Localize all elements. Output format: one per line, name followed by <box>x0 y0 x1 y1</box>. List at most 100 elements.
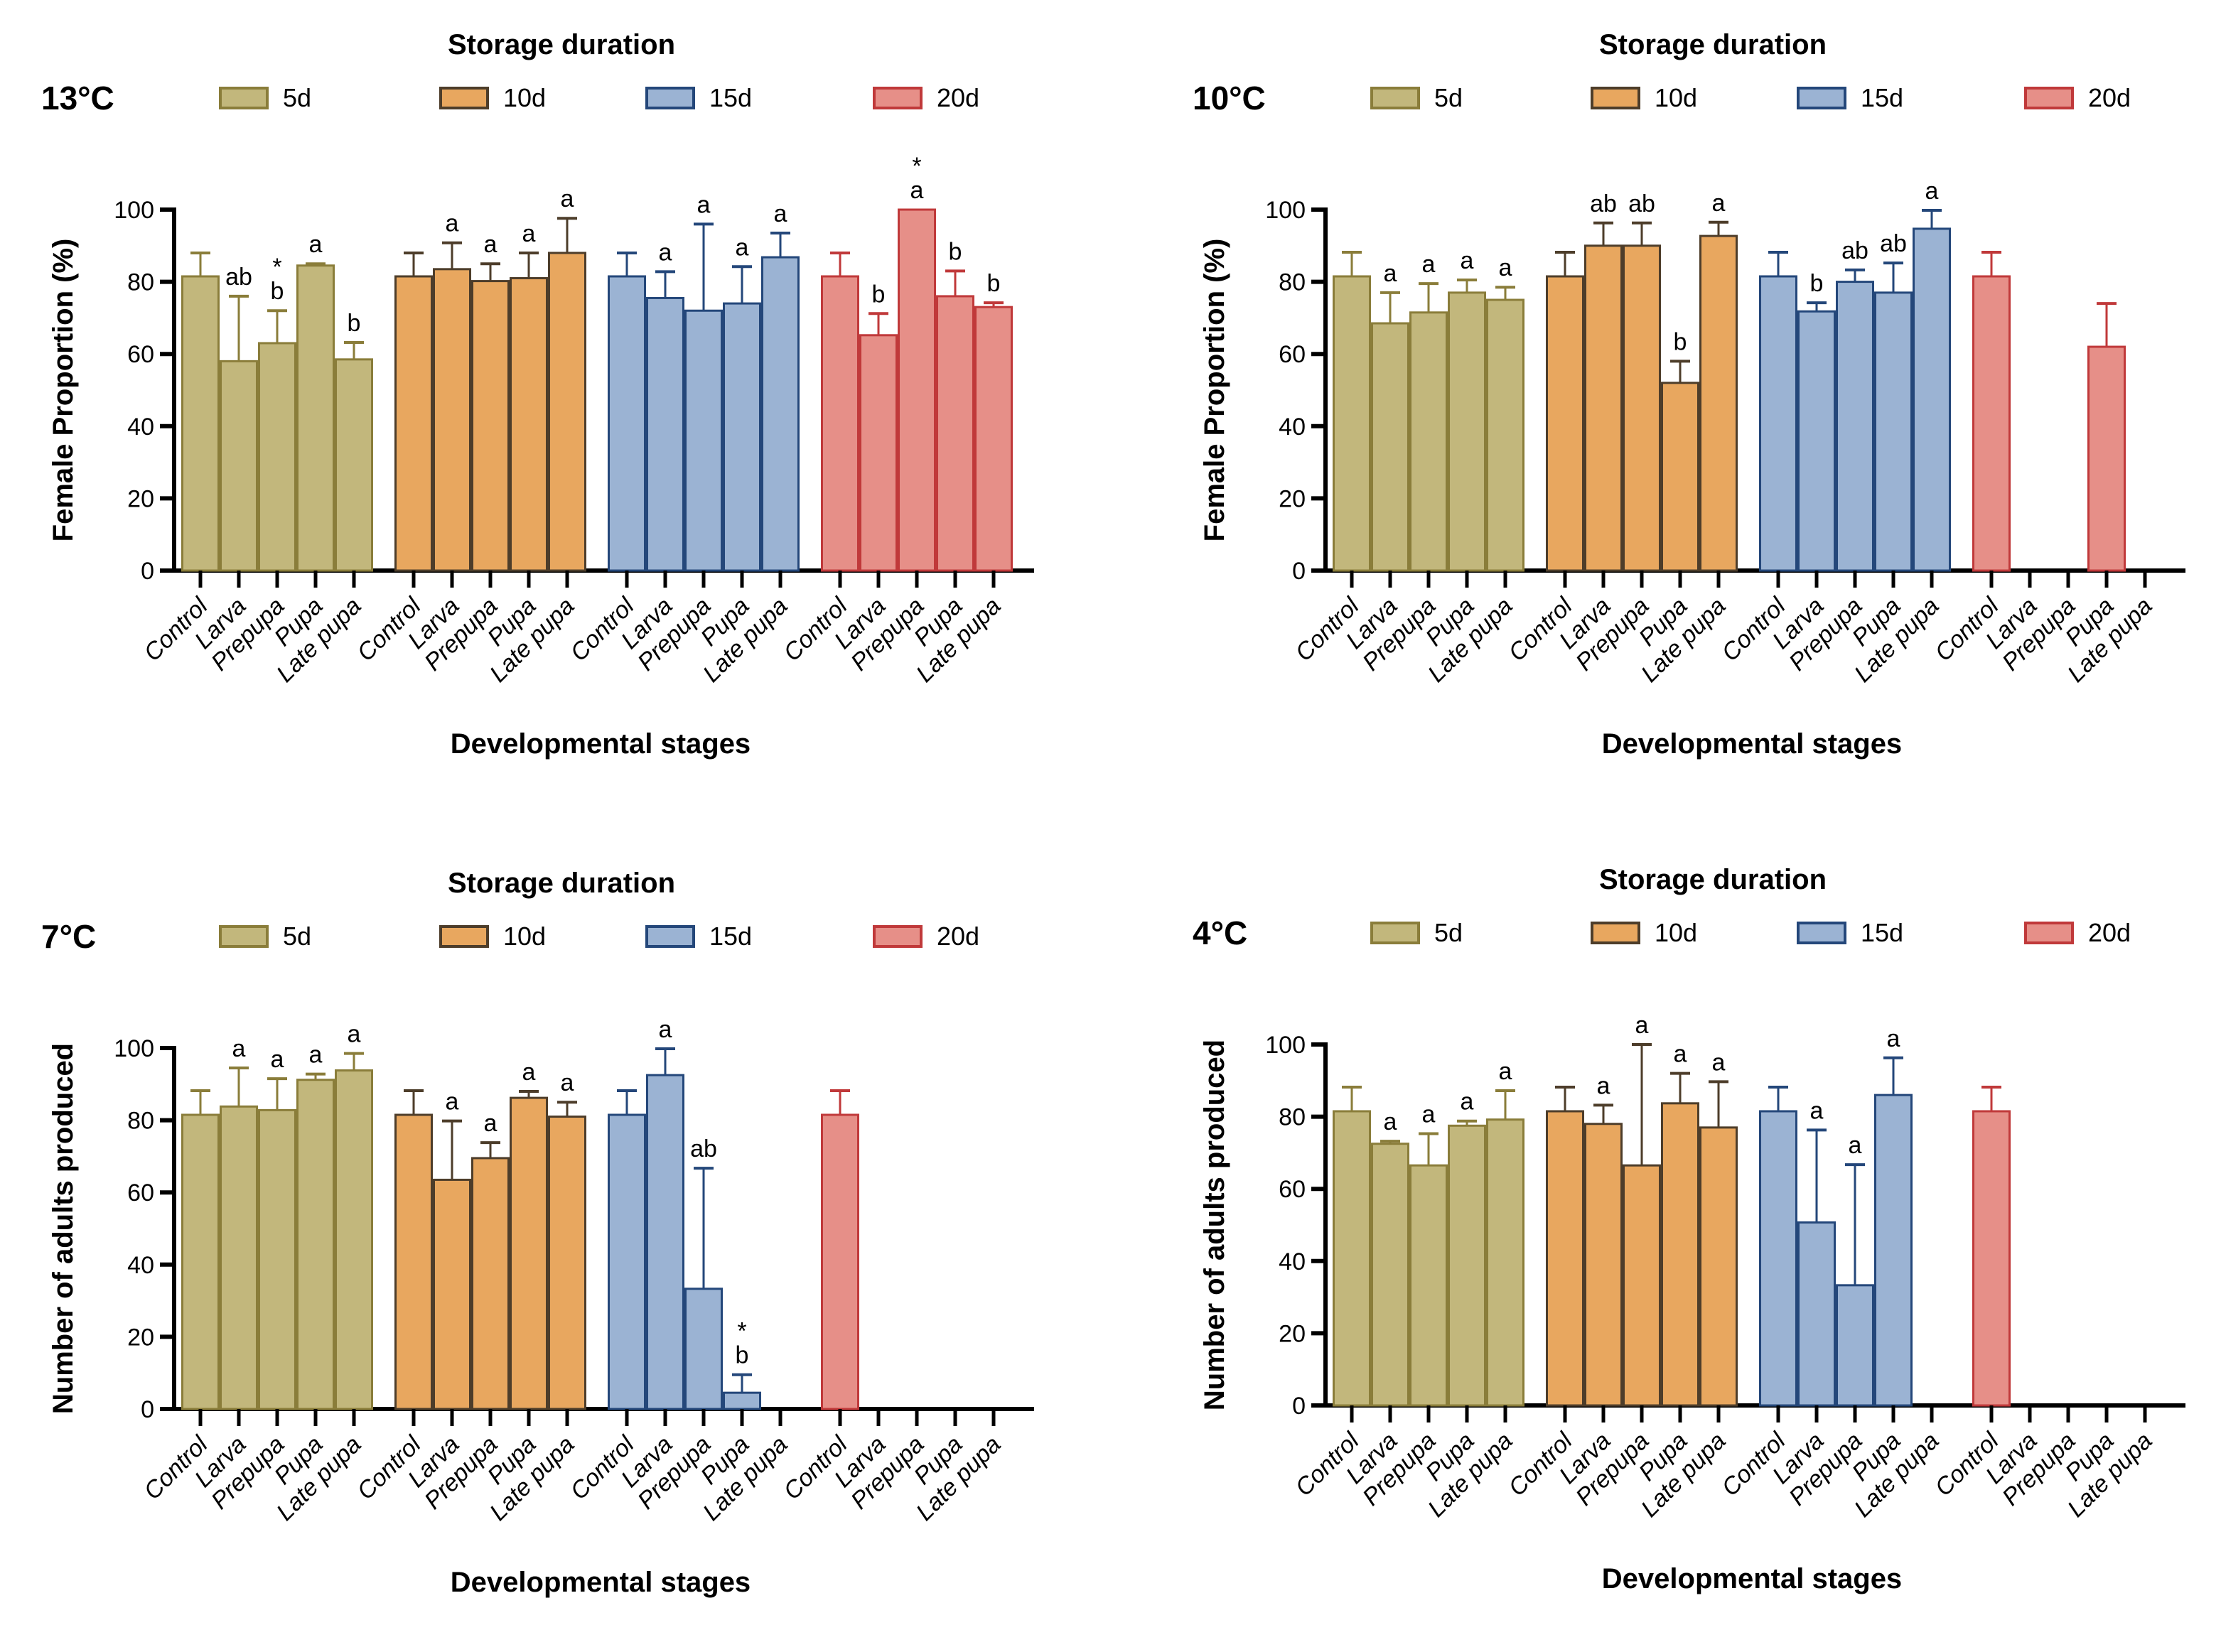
significance-letter: b <box>949 238 962 265</box>
legend-label-20d: 20d <box>937 83 979 112</box>
bar-10d-late-pupa <box>1699 1126 1738 1407</box>
significance-letter: a <box>659 239 672 266</box>
bar-10d-pupa <box>510 277 548 572</box>
bar-5d-larva <box>220 360 258 572</box>
legend-item-5d: 5d <box>219 922 311 951</box>
y-tick-label: 40 <box>1279 414 1306 441</box>
significance-letter: b <box>1810 270 1824 297</box>
bar-5d-late-pupa <box>1486 1118 1524 1407</box>
legend-swatch-15d <box>645 925 695 948</box>
bar-20d-late-pupa <box>974 306 1013 572</box>
significance-letter: a <box>561 185 574 212</box>
bar-5d-larva <box>220 1105 258 1410</box>
significance-letter: ab <box>1628 190 1655 217</box>
bar-15d-prepupa <box>1836 281 1874 572</box>
bar-20d-control <box>1972 275 2011 572</box>
legend-label-5d: 5d <box>1434 918 1463 947</box>
bar-15d-prepupa <box>1836 1284 1874 1407</box>
significance-letter: a <box>522 220 536 247</box>
y-tick-label: 80 <box>127 269 154 296</box>
legend-item-10d: 10d <box>439 83 546 112</box>
legend-swatch-5d <box>219 925 269 948</box>
legend-title: Storage duration <box>1599 864 1827 895</box>
significance-letter: a <box>232 1035 246 1062</box>
legend-swatch-10d <box>1591 922 1640 944</box>
legend-item-15d: 15d <box>645 83 752 112</box>
bar-15d-control <box>608 275 646 572</box>
significance-letter: a <box>1384 1108 1397 1135</box>
y-tick-label: 60 <box>127 341 154 368</box>
y-tick-label: 60 <box>1279 341 1306 368</box>
x-axis-title: Developmental stages <box>451 1567 751 1598</box>
y-tick-label: 100 <box>1265 1032 1306 1059</box>
bar-10d-larva <box>433 268 471 572</box>
panel-7c: Storage duration 7°C 5d 10d 15d 20d 0 20 40 60 80 1… <box>0 838 1109 1652</box>
bar-10d-pupa <box>510 1096 548 1410</box>
legend-item-5d: 5d <box>1370 918 1463 947</box>
panel-temperature-label: 10°C <box>1193 80 1266 117</box>
panel-temperature-label: 4°C <box>1193 914 1247 951</box>
legend-label-5d: 5d <box>283 922 311 951</box>
chart-10c: Storage duration 10°C 5d 10d 15d 20d 0 20 40 60 80… <box>1193 29 2185 760</box>
bar-10d-larva <box>433 1178 471 1410</box>
bar-10d-late-pupa <box>548 1116 586 1410</box>
legend-item-20d: 20d <box>2024 83 2131 112</box>
bar-5d-late-pupa <box>335 358 373 572</box>
legend-label-15d: 15d <box>709 922 752 951</box>
significance-letter: a <box>309 231 323 258</box>
bar-20d-control <box>821 1113 859 1410</box>
bar-10d-control <box>394 1113 433 1410</box>
significance-letter: a <box>1712 1049 1726 1076</box>
y-tick-label: 0 <box>141 558 154 585</box>
panel-4c: Storage duration 4°C 5d 10d 15d 20d 0 20 40 60 80 1… <box>1151 835 2221 1648</box>
legend-label-15d: 15d <box>1861 83 1903 112</box>
y-tick-label: 40 <box>1279 1248 1306 1275</box>
legend-swatch-10d <box>1591 87 1640 109</box>
chart-13c: Storage duration 13°C 5d 10d 15d 20d 0 20 40 60 80… <box>41 29 1034 760</box>
legend-swatch-20d <box>873 87 923 109</box>
legend-item-5d: 5d <box>219 83 311 112</box>
significance-letter: a <box>697 191 711 218</box>
significance-letter: a <box>736 234 749 261</box>
legend-label-15d: 15d <box>709 83 752 112</box>
legend-item-10d: 10d <box>1591 918 1697 947</box>
bar-15d-larva <box>646 296 684 572</box>
legend-swatch-5d <box>1370 87 1420 109</box>
significance-letter: a <box>1712 190 1726 217</box>
chart-7c: Storage duration 7°C 5d 10d 15d 20d 0 20 40 60 80 1… <box>41 868 1034 1598</box>
legend-label-10d: 10d <box>503 83 546 112</box>
significance-letter: a <box>1925 178 1939 205</box>
x-axis-title: Developmental stages <box>451 728 751 760</box>
bar-15d-late-pupa <box>1913 227 1951 572</box>
legend-item-15d: 15d <box>1797 918 1903 947</box>
bar-5d-larva <box>1371 322 1409 572</box>
y-tick-label: 20 <box>1279 485 1306 512</box>
legend-title: Storage duration <box>1599 29 1827 60</box>
significance-letter: a <box>271 1046 284 1073</box>
legend-label-10d: 10d <box>503 922 546 951</box>
bar-15d-larva <box>1797 1221 1836 1407</box>
bar-5d-prepupa <box>258 342 296 572</box>
legend-item-5d: 5d <box>1370 83 1463 112</box>
y-tick-label: 0 <box>1292 1393 1306 1420</box>
significance-letter: a <box>910 177 924 204</box>
legend-swatch-10d <box>439 87 489 109</box>
significance-letter: a <box>1384 260 1397 287</box>
legend-label-10d: 10d <box>1655 918 1697 947</box>
panel-temperature-label: 7°C <box>41 918 96 955</box>
y-axis-title: Number of adults produced <box>1199 1040 1230 1410</box>
significance-letter: a <box>484 231 498 258</box>
significance-letter: b <box>271 278 284 305</box>
y-tick-label: 0 <box>141 1396 154 1423</box>
significance-letter: ab <box>1590 190 1617 217</box>
legend-label-20d: 20d <box>2088 83 2131 112</box>
panel-13c: Storage duration 13°C 5d 10d 15d 20d 0 20 40 60 80… <box>0 0 1109 814</box>
significance-letter: a <box>1635 1012 1649 1039</box>
significance-letter: a <box>1499 1058 1512 1085</box>
